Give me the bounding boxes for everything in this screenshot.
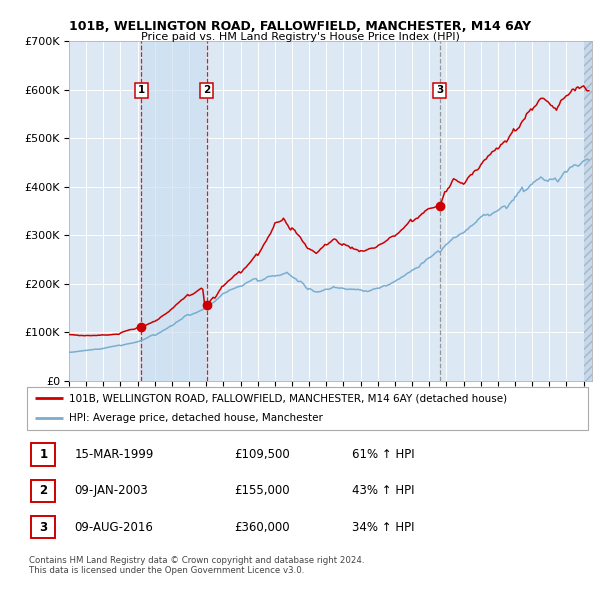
Text: HPI: Average price, detached house, Manchester: HPI: Average price, detached house, Manc… bbox=[69, 414, 323, 424]
FancyBboxPatch shape bbox=[31, 516, 55, 539]
Text: 09-AUG-2016: 09-AUG-2016 bbox=[74, 520, 154, 533]
Bar bbox=[141, 41, 207, 381]
Text: 43% ↑ HPI: 43% ↑ HPI bbox=[352, 484, 415, 497]
Text: 09-JAN-2003: 09-JAN-2003 bbox=[74, 484, 148, 497]
Text: Price paid vs. HM Land Registry's House Price Index (HPI): Price paid vs. HM Land Registry's House … bbox=[140, 32, 460, 42]
Text: 3: 3 bbox=[436, 86, 443, 96]
Text: 34% ↑ HPI: 34% ↑ HPI bbox=[352, 520, 415, 533]
Text: 1: 1 bbox=[137, 86, 145, 96]
Text: 3: 3 bbox=[39, 520, 47, 533]
Text: £155,000: £155,000 bbox=[235, 484, 290, 497]
Bar bbox=[584, 41, 592, 381]
Text: £109,500: £109,500 bbox=[235, 448, 290, 461]
FancyBboxPatch shape bbox=[31, 443, 55, 466]
Text: This data is licensed under the Open Government Licence v3.0.: This data is licensed under the Open Gov… bbox=[29, 566, 304, 575]
Text: 101B, WELLINGTON ROAD, FALLOWFIELD, MANCHESTER, M14 6AY: 101B, WELLINGTON ROAD, FALLOWFIELD, MANC… bbox=[69, 20, 531, 33]
Text: 2: 2 bbox=[203, 86, 211, 96]
Text: 101B, WELLINGTON ROAD, FALLOWFIELD, MANCHESTER, M14 6AY (detached house): 101B, WELLINGTON ROAD, FALLOWFIELD, MANC… bbox=[69, 393, 507, 403]
Text: 61% ↑ HPI: 61% ↑ HPI bbox=[352, 448, 415, 461]
Text: £360,000: £360,000 bbox=[235, 520, 290, 533]
Text: 15-MAR-1999: 15-MAR-1999 bbox=[74, 448, 154, 461]
Text: Contains HM Land Registry data © Crown copyright and database right 2024.: Contains HM Land Registry data © Crown c… bbox=[29, 556, 364, 565]
Text: 1: 1 bbox=[39, 448, 47, 461]
FancyBboxPatch shape bbox=[31, 480, 55, 502]
Text: 2: 2 bbox=[39, 484, 47, 497]
